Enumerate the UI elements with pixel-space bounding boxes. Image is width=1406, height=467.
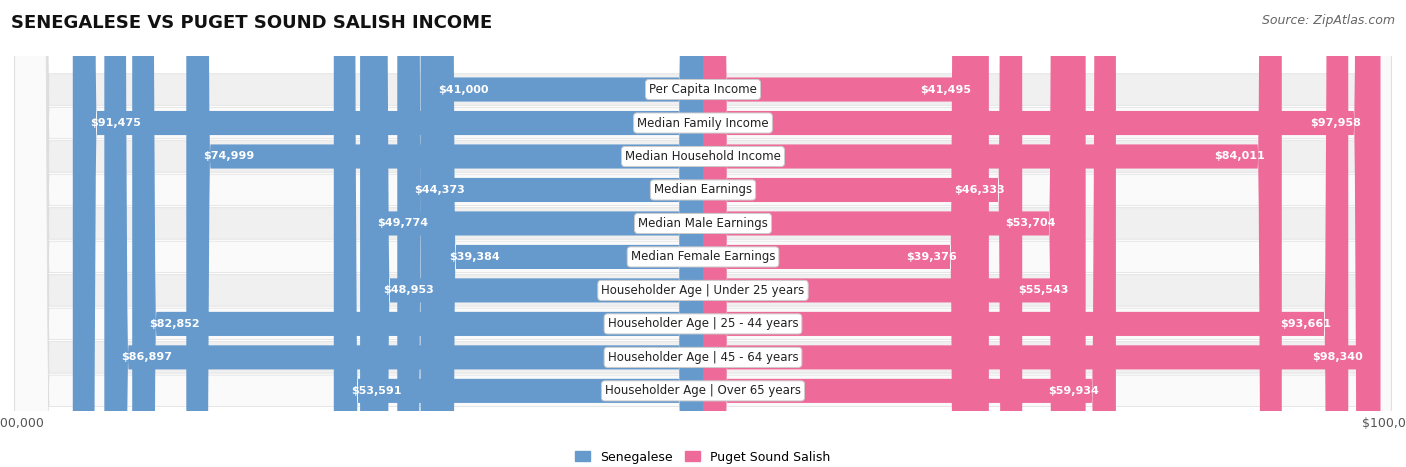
Text: $97,958: $97,958 (1310, 118, 1361, 128)
Text: $39,384: $39,384 (449, 252, 499, 262)
FancyBboxPatch shape (333, 0, 703, 467)
Text: Per Capita Income: Per Capita Income (650, 83, 756, 96)
Text: Median Earnings: Median Earnings (654, 184, 752, 197)
FancyBboxPatch shape (420, 0, 703, 467)
Text: $91,475: $91,475 (90, 118, 141, 128)
Text: $44,373: $44,373 (415, 185, 465, 195)
Text: Median Family Income: Median Family Income (637, 116, 769, 129)
FancyBboxPatch shape (703, 0, 1085, 467)
FancyBboxPatch shape (360, 0, 703, 467)
Text: $84,011: $84,011 (1213, 151, 1264, 162)
FancyBboxPatch shape (14, 0, 1392, 467)
Text: SENEGALESE VS PUGET SOUND SALISH INCOME: SENEGALESE VS PUGET SOUND SALISH INCOME (11, 14, 492, 32)
FancyBboxPatch shape (14, 0, 1392, 467)
FancyBboxPatch shape (187, 0, 703, 467)
Text: $53,704: $53,704 (1005, 219, 1056, 228)
FancyBboxPatch shape (14, 0, 1392, 467)
FancyBboxPatch shape (703, 0, 988, 467)
Text: Median Household Income: Median Household Income (626, 150, 780, 163)
Text: Householder Age | Under 25 years: Householder Age | Under 25 years (602, 284, 804, 297)
FancyBboxPatch shape (703, 0, 974, 467)
Text: Householder Age | Over 65 years: Householder Age | Over 65 years (605, 384, 801, 397)
Text: Householder Age | 45 - 64 years: Householder Age | 45 - 64 years (607, 351, 799, 364)
FancyBboxPatch shape (14, 0, 1392, 467)
FancyBboxPatch shape (703, 0, 1022, 467)
FancyBboxPatch shape (14, 0, 1392, 467)
Text: $59,934: $59,934 (1047, 386, 1098, 396)
FancyBboxPatch shape (73, 0, 703, 467)
Text: Source: ZipAtlas.com: Source: ZipAtlas.com (1261, 14, 1395, 27)
FancyBboxPatch shape (14, 0, 1392, 467)
Text: $49,774: $49,774 (377, 219, 429, 228)
Legend: Senegalese, Puget Sound Salish: Senegalese, Puget Sound Salish (571, 446, 835, 467)
Text: $82,852: $82,852 (149, 319, 200, 329)
FancyBboxPatch shape (14, 0, 1392, 467)
Text: Median Female Earnings: Median Female Earnings (631, 250, 775, 263)
Text: $41,495: $41,495 (921, 85, 972, 94)
FancyBboxPatch shape (703, 0, 1381, 467)
Text: $86,897: $86,897 (121, 353, 173, 362)
FancyBboxPatch shape (703, 0, 1282, 467)
FancyBboxPatch shape (132, 0, 703, 467)
FancyBboxPatch shape (14, 0, 1392, 467)
FancyBboxPatch shape (703, 0, 1116, 467)
Text: $46,333: $46,333 (955, 185, 1005, 195)
FancyBboxPatch shape (703, 0, 1348, 467)
FancyBboxPatch shape (104, 0, 703, 467)
FancyBboxPatch shape (366, 0, 703, 467)
Text: $41,000: $41,000 (437, 85, 488, 94)
FancyBboxPatch shape (14, 0, 1392, 467)
Text: $39,376: $39,376 (907, 252, 957, 262)
Text: $74,999: $74,999 (204, 151, 254, 162)
Text: Median Male Earnings: Median Male Earnings (638, 217, 768, 230)
FancyBboxPatch shape (432, 0, 703, 467)
FancyBboxPatch shape (14, 0, 1392, 467)
Text: $48,953: $48,953 (382, 285, 433, 296)
Text: Householder Age | 25 - 44 years: Householder Age | 25 - 44 years (607, 318, 799, 331)
Text: $98,340: $98,340 (1313, 353, 1364, 362)
FancyBboxPatch shape (703, 0, 1378, 467)
FancyBboxPatch shape (703, 0, 1073, 467)
Text: $53,591: $53,591 (352, 386, 402, 396)
Text: $55,543: $55,543 (1018, 285, 1069, 296)
Text: $93,661: $93,661 (1279, 319, 1331, 329)
FancyBboxPatch shape (398, 0, 703, 467)
